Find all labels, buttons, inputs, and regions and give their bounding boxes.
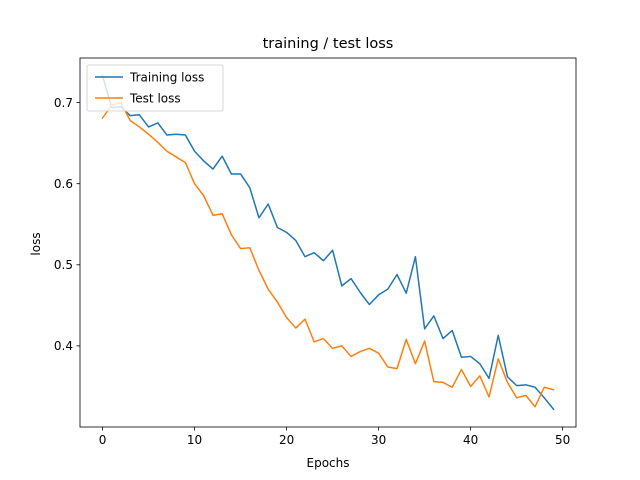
chart-title: training / test loss — [263, 36, 394, 52]
legend-label-1: Training loss — [129, 70, 204, 84]
y-tick-label: 0.7 — [54, 96, 73, 110]
legend-label-2: Test loss — [129, 91, 181, 105]
x-tick-label: 20 — [279, 433, 294, 447]
y-axis-label: loss — [29, 232, 43, 255]
plot-area — [101, 74, 555, 411]
x-axis-label: Epochs — [307, 456, 350, 470]
y-tick-label: 0.4 — [54, 339, 73, 353]
y-tick-label: 0.5 — [54, 258, 73, 272]
y-tick-label: 0.6 — [54, 177, 73, 191]
x-tick-label: 10 — [187, 433, 202, 447]
axes-frame — [79, 57, 577, 428]
series-line-1 — [101, 74, 555, 411]
axes: 0 10 20 30 40 50 0.4 0.5 0.6 0.7 — [54, 57, 577, 447]
x-tick-label: 0 — [99, 433, 107, 447]
legend: Training loss Test loss — [86, 64, 224, 112]
x-tick-label: 40 — [463, 433, 478, 447]
x-tick-label: 30 — [371, 433, 386, 447]
x-tick-label: 50 — [555, 433, 570, 447]
series-line-2 — [101, 101, 555, 408]
